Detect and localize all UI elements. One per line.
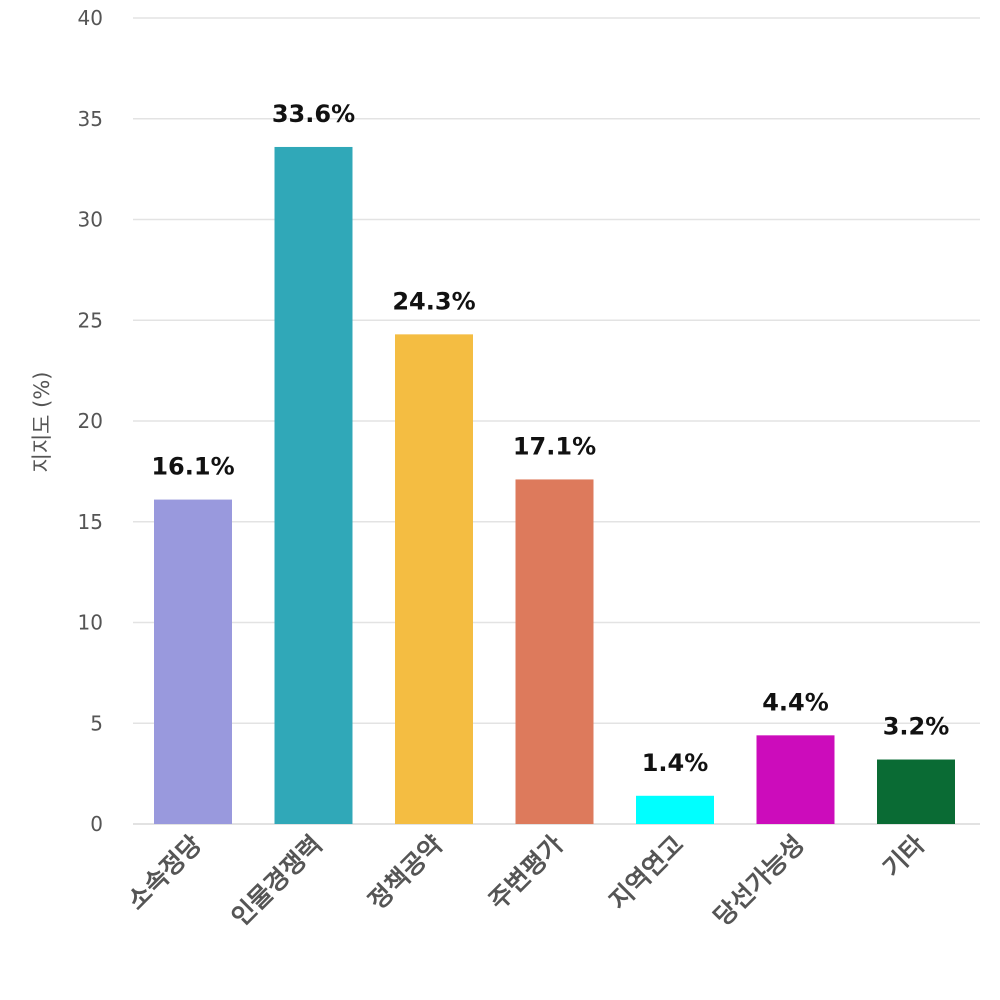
y-tick-label: 35 — [78, 107, 103, 131]
bar-2 — [274, 146, 353, 824]
y-tick-label: 40 — [78, 6, 103, 30]
bar-4 — [515, 479, 594, 824]
data-label: 16.1% — [151, 453, 234, 481]
y-tick-label: 20 — [78, 409, 103, 433]
y-tick-label: 25 — [78, 308, 103, 332]
bar-6 — [756, 735, 835, 824]
data-labels: 16.1% 33.6% 24.3% 17.1% 1.4% 4.4% 3.2% — [151, 100, 949, 777]
bars — [154, 146, 955, 824]
x-tick-label: 당선가능성 — [708, 830, 810, 932]
x-tick-label: 인물경쟁력 — [226, 830, 328, 932]
x-tick-label: 소속정당 — [122, 830, 208, 916]
data-label: 33.6% — [272, 100, 355, 128]
x-tick-label: 주변평가 — [483, 830, 569, 916]
data-label: 24.3% — [392, 287, 475, 315]
x-axis-ticks: 소속정당 인물경쟁력 정책공약 주변평가 지역연고 당선가능성 기타 — [122, 830, 931, 932]
data-label: 4.4% — [762, 688, 829, 716]
bar-3 — [395, 334, 473, 824]
y-axis-ticks: 0 5 10 15 20 25 30 35 40 — [78, 6, 103, 836]
x-tick-label: 기타 — [877, 830, 930, 883]
bar-1 — [154, 499, 232, 824]
x-tick-label: 지역연고 — [604, 830, 690, 916]
data-label: 17.1% — [513, 432, 596, 460]
x-tick-label: 정책공약 — [363, 830, 449, 916]
bar-7 — [877, 759, 955, 824]
y-tick-label: 0 — [90, 812, 103, 836]
grid-lines — [133, 17, 980, 825]
y-tick-label: 10 — [78, 611, 103, 635]
bar-5 — [636, 795, 714, 824]
data-label: 1.4% — [642, 749, 709, 777]
data-label: 3.2% — [883, 713, 950, 741]
y-tick-label: 30 — [78, 208, 103, 232]
y-tick-label: 5 — [90, 711, 103, 735]
y-axis-title: 지지도 (%) — [30, 372, 54, 473]
y-tick-label: 15 — [78, 510, 103, 534]
